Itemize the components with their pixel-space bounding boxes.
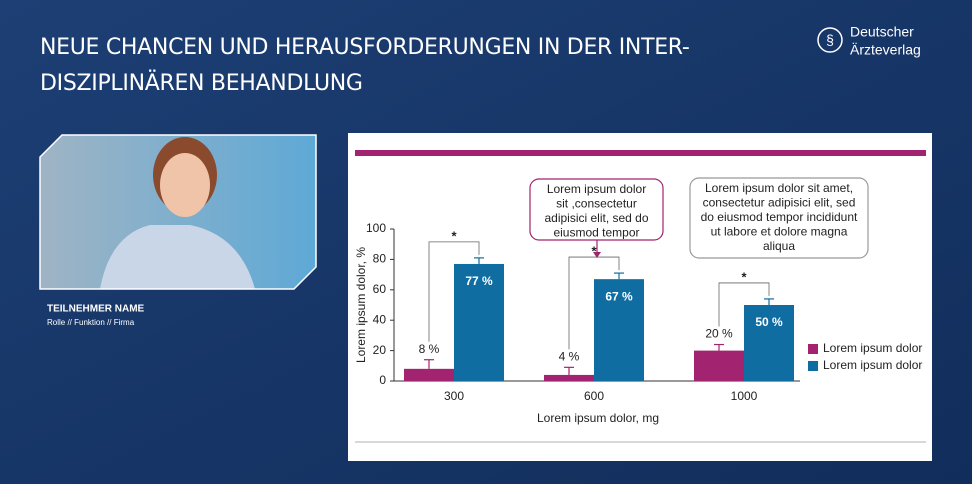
value-label: 8 %: [419, 342, 440, 356]
callout-text: aliqua: [763, 239, 795, 253]
logo-text: Ärzteverlag: [850, 42, 921, 58]
significance-mark: *: [591, 244, 597, 259]
legend-label: Lorem ipsum dolor: [823, 341, 922, 355]
significance-bracket: [568, 256, 620, 350]
y-axis-label: Lorem ipsum dolor, %: [354, 247, 368, 363]
callout-text: ut labore et dolore magna: [711, 225, 848, 239]
y-tick-label: 80: [373, 252, 387, 266]
callout-text: Lorem ipsum dolor: [547, 182, 646, 196]
callout-text: adipisici elit, sed do: [544, 211, 648, 225]
logo-symbol: §: [826, 32, 834, 48]
callout-box: [689, 177, 869, 259]
significance-bracket: [718, 282, 770, 327]
y-tick-label: 100: [366, 221, 386, 235]
y-tick-label: 20: [373, 343, 387, 357]
bar: [594, 279, 644, 381]
value-label: 77 %: [465, 274, 493, 288]
bar: [694, 350, 744, 381]
participant-role: Rolle // Funktion // Firma: [47, 318, 135, 327]
x-tick-label: 600: [584, 389, 604, 403]
y-tick-label: 40: [373, 312, 387, 326]
slide-title: NEUE CHANCEN UND HERAUSFORDERUNGEN IN DE…: [40, 35, 690, 60]
panel-rule: [355, 150, 926, 156]
x-tick-label: 1000: [731, 389, 758, 403]
value-label: 4 %: [559, 349, 580, 363]
significance-mark: *: [741, 269, 747, 284]
value-label: 50 %: [755, 315, 783, 329]
callout-arrowhead: [593, 252, 601, 258]
bar: [744, 305, 794, 381]
photo-face: [160, 153, 210, 217]
participant-photo: [40, 135, 316, 289]
bar: [404, 368, 454, 381]
callout-text: do eiusmod tempor incididunt: [701, 210, 858, 224]
legend-swatch: [808, 361, 818, 371]
legend-label: Lorem ipsum dolor: [823, 358, 922, 372]
chart: 0 20 40 60 80 100 Lorem ipsum dolor, % Lorem ip…: [354, 177, 922, 425]
photo-frame: [39, 134, 317, 290]
bar: [454, 263, 504, 381]
y-tick-label: 60: [373, 282, 387, 296]
callout-text: sit ,consectetur: [556, 197, 637, 211]
callout-text: Lorem ipsum dolor sit amet,: [705, 181, 853, 195]
x-axis-label: Lorem ipsum dolor, mg: [537, 411, 659, 425]
value-label: 67 %: [605, 289, 633, 303]
logo: § Deutscher Ärzteverlag: [817, 24, 921, 58]
legend-swatch: [808, 344, 818, 354]
y-tick-label: 0: [379, 373, 386, 387]
logo-text: Deutscher: [850, 24, 914, 40]
callout-text: consectetur adipisici elit, sed: [703, 196, 856, 210]
logo-icon: [817, 27, 843, 53]
bar: [544, 374, 594, 381]
value-label: 20 %: [705, 327, 733, 341]
significance-bracket: [428, 241, 480, 342]
x-tick-label: 300: [444, 389, 464, 403]
slide-title: DISZIPLINÄREN BEHANDLUNG: [40, 70, 363, 96]
callout-text: eiusmod tempor: [553, 226, 639, 240]
photo-body: [100, 225, 255, 289]
significance-mark: *: [451, 228, 457, 243]
participant-name: TEILNEHMER NAME: [47, 304, 145, 315]
